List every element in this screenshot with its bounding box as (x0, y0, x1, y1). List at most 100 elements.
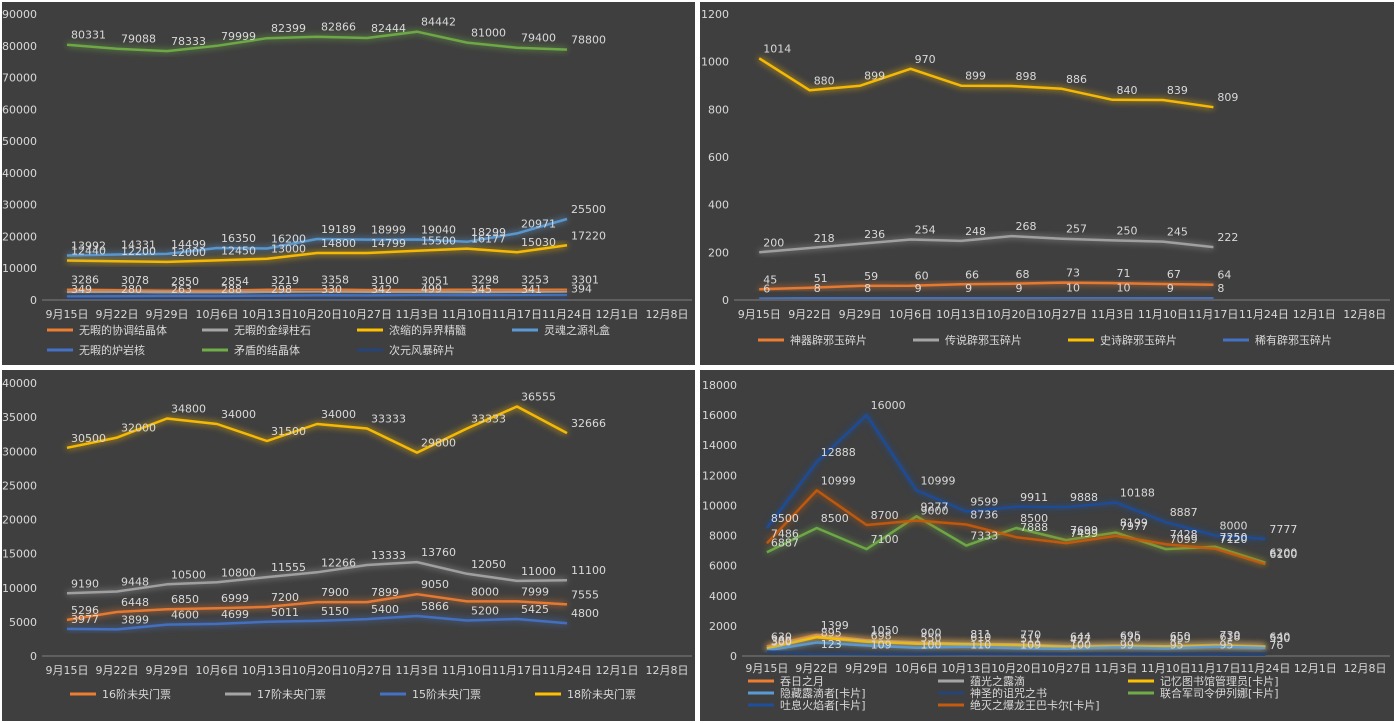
data-label: 9 (965, 282, 972, 295)
x-tick-label: 12月1日 (1294, 662, 1337, 675)
data-label: 33333 (371, 413, 406, 426)
y-tick-label: 18000 (702, 379, 737, 392)
data-label: 12440 (71, 244, 106, 257)
data-label: 79400 (521, 32, 556, 45)
data-label: 3977 (71, 613, 99, 626)
x-tick-label: 9月29日 (845, 662, 888, 675)
data-label: 6100 (1269, 548, 1297, 561)
series-line (66, 288, 568, 293)
y-tick-label: 2000 (709, 620, 737, 633)
x-tick-label: 9月29日 (146, 664, 189, 677)
legend-label: 无暇的金绿柱石 (234, 323, 311, 337)
series-line (66, 293, 568, 298)
y-tick-label: 0 (722, 294, 729, 307)
data-label: 34000 (221, 408, 256, 421)
series-line (66, 405, 568, 454)
data-label: 14800 (321, 237, 356, 250)
y-tick-label: 0 (730, 650, 737, 663)
y-tick-label: 5000 (9, 616, 37, 629)
data-label: 248 (965, 225, 986, 238)
data-label: 109 (871, 638, 892, 651)
data-label: 6448 (121, 596, 149, 609)
data-label: 13333 (371, 549, 406, 562)
x-tick-label: 12月8日 (646, 308, 689, 321)
data-label: 6 (763, 283, 770, 296)
data-label: 36555 (521, 391, 556, 404)
data-label: 7699 (1070, 524, 1098, 537)
x-tick-label: 11月24日 (1239, 308, 1289, 321)
data-label: 345 (471, 283, 492, 296)
data-label: 10 (1116, 282, 1130, 295)
data-label: 839 (1167, 84, 1188, 97)
data-label: 499 (421, 282, 442, 295)
data-label: 34800 (171, 402, 206, 415)
data-label: 123 (821, 638, 842, 651)
data-label: 8199 (1120, 517, 1148, 530)
data-label: 7977 (1120, 520, 1148, 533)
data-label: 64 (1217, 269, 1231, 282)
data-label: 1014 (763, 42, 791, 55)
data-label: 3219 (271, 274, 299, 287)
data-label: 78800 (571, 34, 606, 47)
x-tick-label: 11月3日 (1094, 662, 1137, 675)
y-tick-label: 4000 (709, 590, 737, 603)
x-tick-label: 10月6日 (196, 664, 239, 677)
data-label: 7899 (371, 586, 399, 599)
series-line (759, 234, 1214, 254)
y-tick-label: 60000 (2, 103, 37, 116)
data-label: 78333 (171, 35, 206, 48)
data-label: 9911 (1020, 491, 1048, 504)
data-label: 7099 (1170, 533, 1198, 546)
data-label: 25500 (571, 203, 606, 216)
y-tick-label: 0 (30, 650, 37, 663)
x-tick-label: 9月22日 (96, 308, 139, 321)
y-tick-label: 90000 (2, 8, 37, 21)
y-tick-label: 50000 (2, 135, 37, 148)
y-tick-label: 35000 (2, 411, 37, 424)
x-tick-label: 11月10日 (1141, 662, 1191, 675)
x-tick-label: 11月10日 (1138, 308, 1188, 321)
data-label: 73 (1066, 267, 1080, 280)
chart-panel-top-right: 0 200 400 600 800 1000 1200 9月15日 9月22日 9月29日 10月6… (700, 2, 1394, 365)
data-label: 511 (1020, 632, 1041, 645)
data-label: 298 (271, 283, 292, 296)
data-label: 499 (1170, 632, 1191, 645)
data-label: 16350 (221, 232, 256, 245)
data-label: 34000 (321, 408, 356, 421)
data-label: 840 (1116, 84, 1137, 97)
data-label: 29800 (421, 437, 456, 450)
data-label: 380 (771, 634, 792, 647)
x-tick-label: 11月3日 (396, 664, 439, 677)
data-label: 95 (1170, 639, 1184, 652)
legend-label: 蕴光之露滴 (970, 674, 1025, 688)
data-label: 2854 (221, 275, 249, 288)
data-label: 6887 (771, 536, 799, 549)
legend-label: 16阶未央门票 (102, 687, 171, 701)
x-tick-label: 11月17日 (1188, 308, 1238, 321)
data-label: 32000 (121, 422, 156, 435)
data-label: 900 (920, 626, 941, 639)
data-label: 12450 (221, 244, 256, 257)
data-label: 730 (1220, 629, 1241, 642)
series-line (758, 57, 1214, 109)
x-tick-label: 10月20日 (292, 308, 342, 321)
legend-label: 无暇的炉岩核 (79, 343, 145, 357)
y-tick-label: 30000 (2, 445, 37, 458)
data-label: 5296 (71, 604, 99, 617)
data-label: 6850 (171, 593, 199, 606)
data-label: 7499 (1070, 527, 1098, 540)
data-label: 288 (221, 283, 242, 296)
data-label: 99 (1120, 639, 1134, 652)
data-label: 9599 (970, 495, 998, 508)
legend-label: 18阶未央门票 (567, 687, 636, 701)
data-label: 300 (771, 635, 792, 648)
y-tick-label: 80000 (2, 40, 37, 53)
y-tick-label: 6000 (709, 560, 737, 573)
y-tick-label: 16000 (702, 409, 737, 422)
data-label: 8500 (821, 512, 849, 525)
data-label: 71 (1116, 267, 1130, 280)
data-label: 82866 (321, 21, 356, 34)
x-tick-label: 9月15日 (745, 662, 788, 675)
data-label: 82444 (371, 22, 406, 35)
data-label: 95 (1220, 639, 1234, 652)
